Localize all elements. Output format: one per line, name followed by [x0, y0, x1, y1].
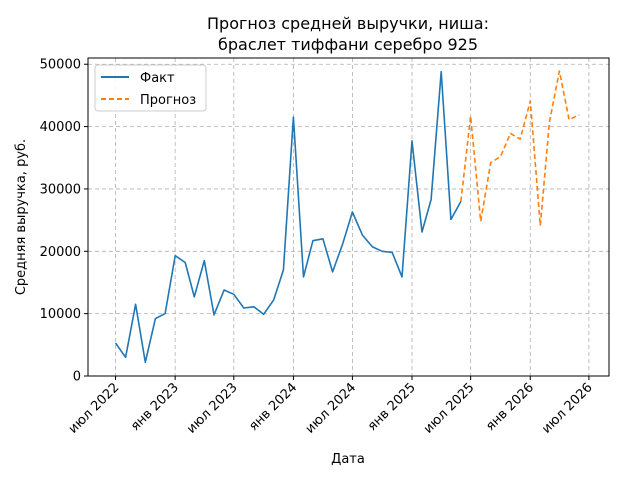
x-tick-label: янв 2025	[365, 380, 419, 434]
y-tick-label: 20000	[40, 245, 81, 260]
x-tick-label: янв 2024	[246, 380, 300, 434]
chart-title-line-2: браслет тиффани серебро 925	[218, 35, 478, 54]
x-tick-label: янв 2026	[483, 380, 537, 434]
plot-area-frame	[87, 57, 610, 377]
y-tick-label: 50000	[40, 58, 81, 73]
legend-label-forecast: Прогноз	[140, 93, 196, 108]
y-tick-label: 30000	[40, 182, 81, 197]
y-tick-label: 10000	[40, 307, 81, 322]
x-tick-label: июл 2022	[66, 380, 123, 437]
x-tick-label: июл 2025	[421, 380, 478, 437]
series-line-forecast	[460, 70, 580, 227]
x-tick-label: июл 2023	[184, 380, 241, 437]
y-axis-label: Средняя выручка, руб.	[14, 139, 29, 295]
series-line-fact	[114, 70, 462, 364]
y-tick-label: 0	[73, 370, 81, 385]
chart-title-line-1: Прогноз средней выручки, ниша:	[207, 14, 489, 33]
x-tick-label: июл 2026	[539, 380, 596, 437]
x-tick-label: янв 2023	[128, 380, 182, 434]
x-axis-label: Дата	[331, 452, 365, 467]
y-tick-label: 40000	[40, 120, 81, 135]
series-layer	[114, 70, 580, 364]
x-tick-label: июл 2024	[303, 380, 360, 437]
legend: Факт Прогноз	[94, 64, 207, 112]
legend-label-fact: Факт	[140, 71, 175, 86]
